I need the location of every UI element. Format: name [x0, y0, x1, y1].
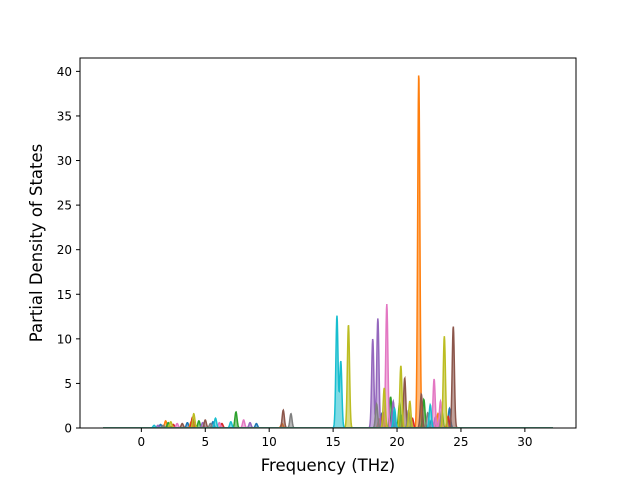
y-tick-label: 20 [57, 243, 72, 257]
y-axis: 0 5 10 15 20 25 30 35 40 [57, 65, 80, 436]
y-tick-label: 30 [57, 154, 72, 168]
y-tick-label: 0 [64, 422, 72, 436]
x-tick-label: 10 [262, 435, 277, 449]
y-tick-label: 10 [57, 332, 72, 346]
x-axis-label: Frequency (THz) [261, 456, 396, 475]
y-tick-label: 25 [57, 199, 72, 213]
y-axis-label: Partial Density of States [27, 144, 46, 343]
y-tick-label: 35 [57, 109, 72, 123]
x-tick-label: 5 [201, 435, 209, 449]
x-axis: 0 5 10 15 20 25 30 [138, 428, 533, 449]
x-tick-label: 0 [138, 435, 146, 449]
x-tick-label: 20 [389, 435, 404, 449]
x-tick-label: 15 [325, 435, 340, 449]
series-7-line [103, 304, 553, 428]
y-tick-label: 40 [57, 65, 72, 79]
x-tick-label: 25 [453, 435, 468, 449]
series-group [103, 75, 553, 428]
plot-frame [79, 57, 577, 429]
y-tick-label: 15 [57, 288, 72, 302]
x-tick-label: 30 [517, 435, 532, 449]
y-tick-label: 5 [64, 377, 72, 391]
